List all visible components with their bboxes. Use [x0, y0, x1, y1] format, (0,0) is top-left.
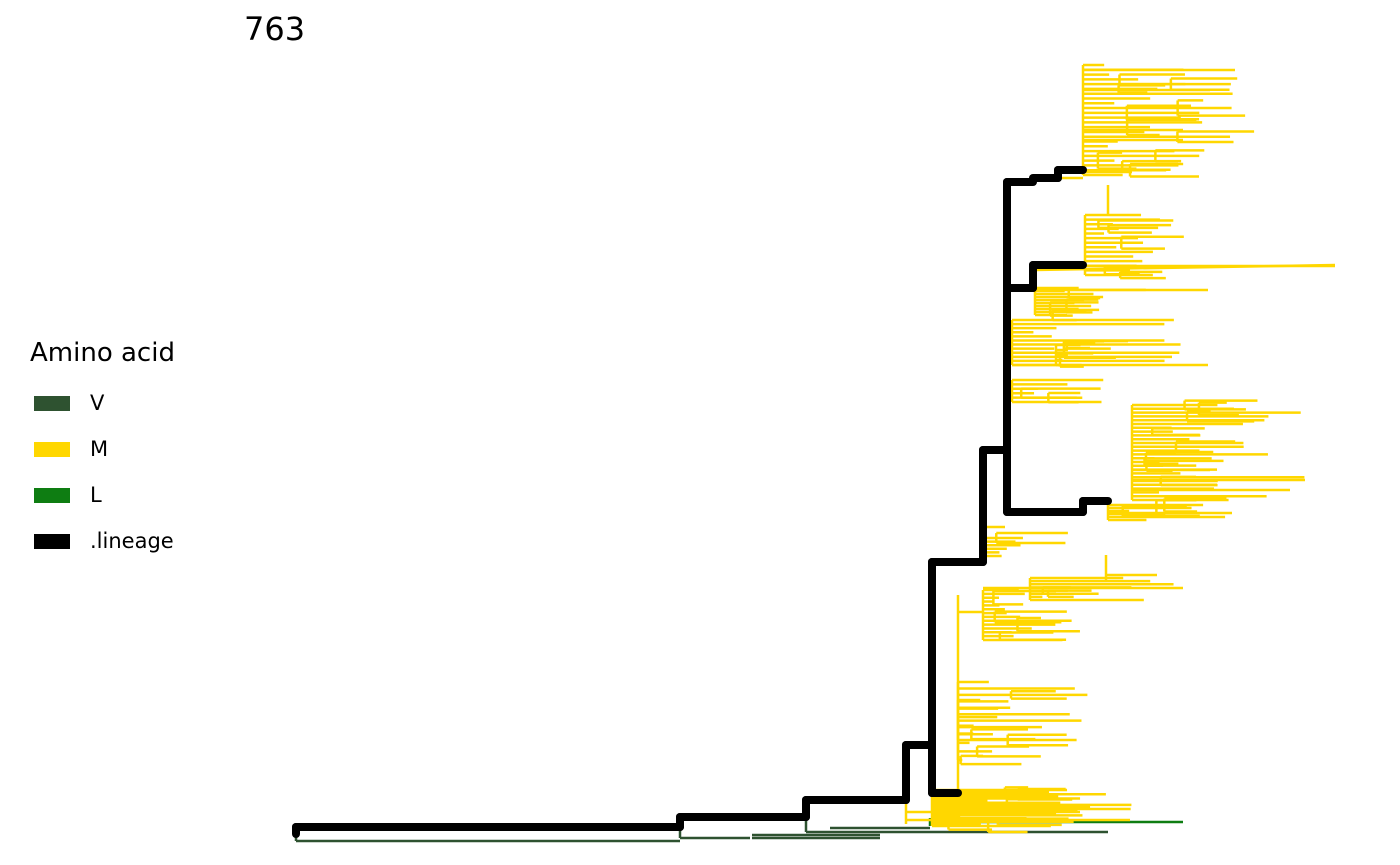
legend-label-v: V — [90, 391, 105, 415]
legend-swatch-v — [34, 395, 70, 411]
legend-label-m: M — [90, 437, 109, 461]
legend-title: Amino acid — [30, 338, 175, 368]
legend-item-m: M — [30, 426, 175, 472]
legend-swatch-lineage — [34, 533, 70, 549]
legend-item-l: L — [30, 472, 175, 518]
legend: Amino acid V M L .lineage — [30, 338, 175, 564]
tree-branches-v — [294, 815, 1108, 843]
legend-swatch-m — [34, 441, 70, 457]
legend-item-v: V — [30, 380, 175, 426]
figure-title: 763 — [244, 10, 306, 48]
legend-label-lineage: .lineage — [90, 529, 174, 553]
lineage-path — [292, 166, 1112, 838]
legend-label-l: L — [90, 483, 102, 507]
legend-swatch-l — [34, 487, 70, 503]
legend-item-lineage: .lineage — [30, 518, 175, 564]
tree-branches-m — [904, 63, 1336, 834]
